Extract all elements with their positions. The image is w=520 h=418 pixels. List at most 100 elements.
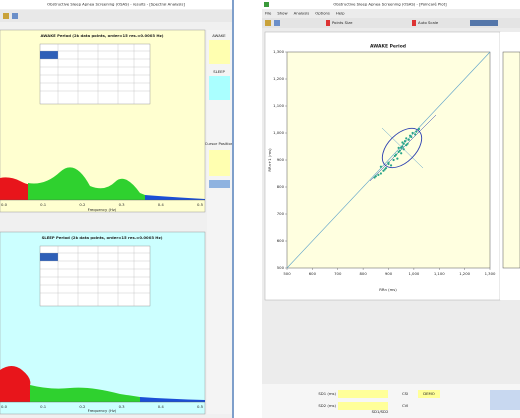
menu-item[interactable]: File bbox=[265, 11, 272, 16]
point bbox=[407, 138, 410, 141]
stats-label: CVI bbox=[402, 403, 408, 408]
stats-box bbox=[338, 402, 388, 410]
point bbox=[396, 157, 399, 160]
lf-area bbox=[28, 167, 145, 200]
x-tick-label: 0.4 bbox=[158, 202, 165, 207]
x-tick-label: 0.3 bbox=[119, 404, 126, 409]
plot-title: SLEEP Period (2k data points, order=15 r… bbox=[42, 235, 163, 240]
y-tick-label: 700 bbox=[277, 211, 285, 216]
x-tick-label: 1,300 bbox=[485, 271, 496, 276]
point bbox=[401, 141, 404, 144]
title-bar bbox=[262, 0, 520, 9]
x-tick-label: 0.4 bbox=[158, 404, 165, 409]
point bbox=[397, 150, 400, 153]
point bbox=[400, 146, 403, 149]
stats-box bbox=[490, 390, 520, 410]
plot-title: AWAKE Period (2k data points, order=15 r… bbox=[41, 33, 164, 38]
y-tick-label: 1,000 bbox=[273, 130, 284, 135]
point bbox=[417, 127, 421, 131]
menu-item[interactable]: Show bbox=[277, 11, 287, 16]
window-title: Obstructive Sleep Apnea Screening (OSAS)… bbox=[47, 2, 185, 7]
sidebar-label: AWAKE bbox=[212, 33, 226, 38]
x-tick-label: 500 bbox=[283, 271, 291, 276]
sidebar-box bbox=[209, 76, 230, 100]
identity-line bbox=[286, 51, 491, 269]
toolbar bbox=[0, 10, 232, 22]
toolbar-icon[interactable] bbox=[412, 20, 416, 26]
y-tick-label: 1,100 bbox=[273, 103, 284, 108]
stats-label: SD1/SD2 bbox=[372, 409, 389, 414]
point bbox=[405, 137, 408, 140]
point bbox=[393, 154, 396, 158]
vlf-area bbox=[0, 366, 31, 402]
toolbar-icon[interactable] bbox=[3, 13, 9, 19]
toolbar-label[interactable]: Auto Scale bbox=[418, 20, 439, 25]
sd2-axis bbox=[369, 114, 437, 182]
sidebar-label: Cursor Position bbox=[205, 141, 234, 146]
vlf-area bbox=[0, 177, 29, 200]
stats-box bbox=[338, 390, 388, 398]
x-tick-label: 0.5 bbox=[197, 202, 204, 207]
toolbar-icons[interactable] bbox=[470, 20, 498, 26]
point bbox=[392, 158, 395, 162]
menu-item[interactable]: Options bbox=[315, 11, 330, 16]
x-tick-label: 1,000 bbox=[408, 271, 419, 276]
menu-item[interactable]: Help bbox=[336, 11, 345, 16]
y-tick-label: 800 bbox=[277, 184, 285, 189]
toolbar-label[interactable]: Points Size bbox=[332, 20, 353, 25]
toolbar-icon[interactable] bbox=[326, 20, 330, 26]
point bbox=[379, 172, 382, 175]
x-axis-label: RRn (ms) bbox=[379, 287, 397, 292]
sd1-axis bbox=[381, 127, 424, 169]
x-tick-label: 800 bbox=[360, 271, 368, 276]
spectrum-table bbox=[39, 245, 151, 307]
point bbox=[415, 130, 418, 133]
x-tick-label: 0.5 bbox=[197, 404, 204, 409]
toolbar bbox=[262, 18, 520, 28]
stats-label: SD1 (ms) bbox=[318, 391, 336, 396]
x-tick-label: 1,200 bbox=[459, 271, 470, 276]
stats-label: CSI bbox=[402, 391, 408, 396]
point bbox=[414, 133, 417, 136]
x-tick-label: 0.0 bbox=[1, 202, 8, 207]
sidebar-label: SLEEP bbox=[213, 69, 225, 74]
x-tick-label: 600 bbox=[309, 271, 317, 276]
point bbox=[411, 131, 414, 135]
fit-ellipse bbox=[381, 127, 423, 169]
hf-area bbox=[140, 397, 205, 402]
sidebar-box bbox=[209, 40, 230, 64]
x-tick-label: 0.3 bbox=[119, 202, 126, 207]
window-title: Obstructive Sleep Apnea Screening (OSAS)… bbox=[333, 2, 447, 7]
x-tick-label: 900 bbox=[385, 271, 393, 276]
spectrum-table bbox=[39, 43, 151, 105]
menu-item[interactable]: Analysis bbox=[294, 11, 310, 16]
point bbox=[397, 146, 400, 149]
x-tick-label: 0.1 bbox=[40, 202, 47, 207]
desktop-gap bbox=[232, 0, 262, 418]
y-tick-label: 500 bbox=[277, 265, 285, 270]
point bbox=[379, 165, 382, 168]
point bbox=[389, 164, 393, 167]
stats-label: SD2 (ms) bbox=[318, 403, 336, 408]
x-tick-label: 0.1 bbox=[40, 404, 47, 409]
toolbar-icon[interactable] bbox=[274, 20, 280, 26]
point bbox=[406, 142, 409, 145]
title-bar bbox=[0, 0, 232, 9]
x-tick-label: 700 bbox=[334, 271, 342, 276]
x-axis-label: Frequency (Hz) bbox=[88, 408, 117, 413]
chart-title: AWAKE Period bbox=[370, 44, 406, 50]
stats-box bbox=[418, 390, 440, 398]
y-axis-label: RRn+1 (ms) bbox=[267, 148, 272, 172]
point bbox=[403, 140, 407, 143]
x-tick-label: 0.2 bbox=[79, 404, 86, 409]
lf-area bbox=[30, 385, 140, 402]
x-tick-label: 0.2 bbox=[79, 202, 86, 207]
toolbar-icon[interactable] bbox=[265, 20, 271, 26]
y-tick-label: 1,300 bbox=[273, 49, 284, 54]
toolbar-icon[interactable] bbox=[12, 13, 18, 19]
second-plot-area bbox=[502, 51, 520, 269]
point bbox=[373, 176, 376, 179]
hf-area bbox=[145, 195, 205, 200]
